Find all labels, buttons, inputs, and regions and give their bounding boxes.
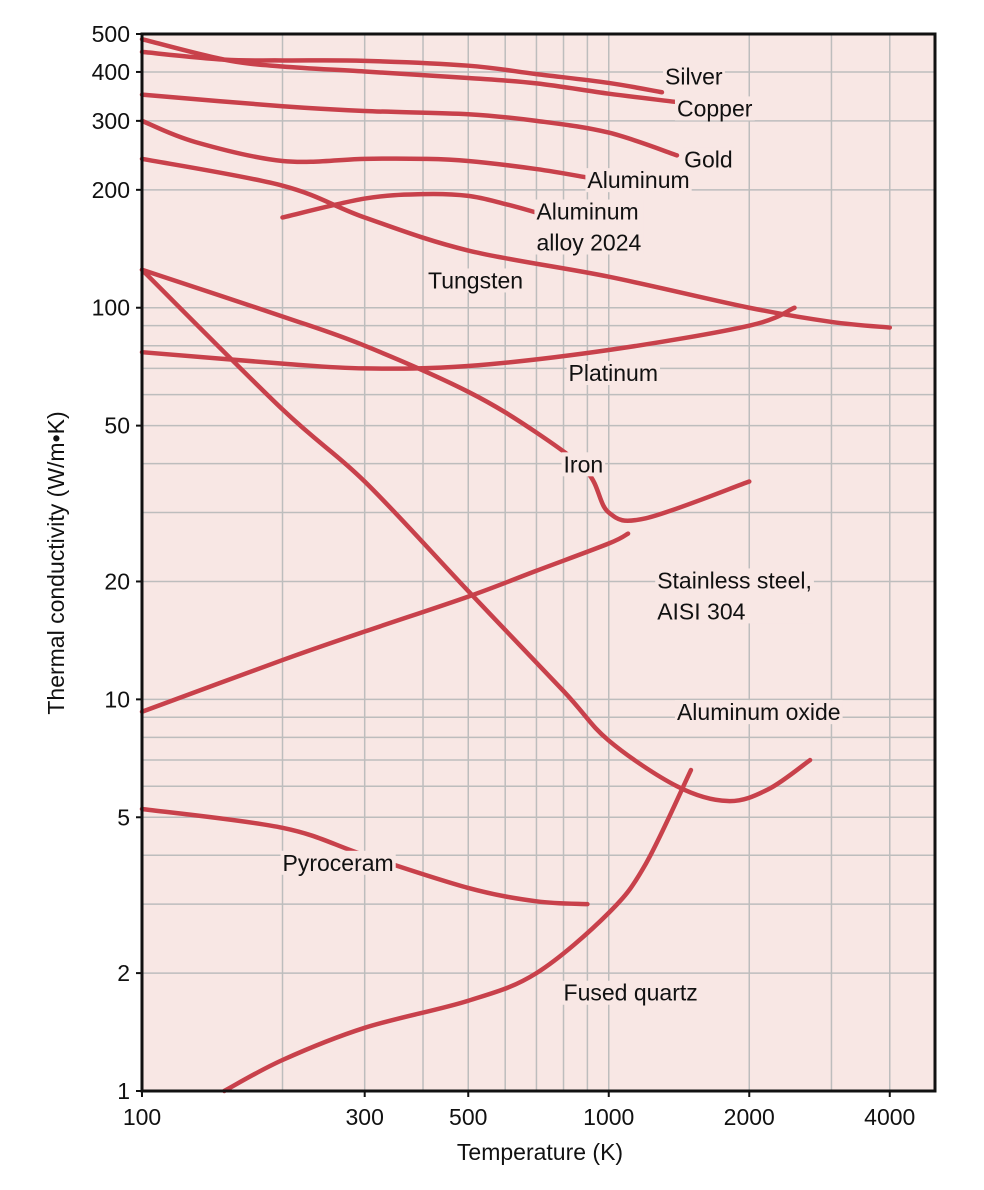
curve-copper	[139, 36, 680, 105]
x-tick-label: 300	[346, 1104, 384, 1130]
label-backdrop	[534, 199, 644, 255]
label-aluminum-alloy-2024: Aluminum alloy 2024	[536, 199, 641, 256]
label-stainless-steel-aisi-304: Stainless steel, AISI 304	[657, 567, 812, 624]
label-backdrop	[655, 568, 814, 624]
y-tick-label: 2	[117, 960, 130, 986]
label-fused-quartz: Fused quartz	[564, 980, 698, 1006]
label-backdrop	[585, 168, 692, 193]
curve-aluminum-alloy-2024	[280, 191, 539, 220]
curve-stainless-steel-aisi-304	[139, 531, 631, 714]
label-backdrop	[682, 147, 735, 172]
label-tungsten: Tungsten	[428, 267, 523, 293]
y-axis-ticks: 1 2 5 10 20 50 100 200 300 400 500	[92, 21, 142, 1104]
label-silver: Silver	[665, 63, 723, 89]
y-axis-label: Thermal conductivity (W/m•K)	[43, 411, 69, 714]
y-tick-label: 500	[92, 21, 130, 47]
label-pyroceram: Pyroceram	[283, 850, 394, 876]
curve-iron	[139, 267, 752, 523]
label-backdrop	[426, 268, 526, 293]
y-tick-label: 10	[104, 686, 130, 712]
label-backdrop	[566, 361, 661, 386]
y-tick-label: 400	[92, 59, 130, 85]
label-copper: Copper	[677, 95, 753, 121]
label-backdrop	[674, 96, 755, 121]
label-backdrop	[561, 452, 606, 477]
x-tick-label: 100	[123, 1104, 161, 1130]
x-tick-label: 4000	[864, 1104, 915, 1130]
label-backdrop	[561, 980, 700, 1005]
label-backdrop	[674, 700, 843, 725]
y-tick-label: 20	[104, 568, 130, 594]
label-gold: Gold	[684, 147, 733, 173]
label-aluminum: Aluminum	[587, 167, 689, 193]
x-tick-label: 500	[449, 1104, 487, 1130]
x-axis-ticks: 100 300 500 1000 2000 4000	[123, 1091, 915, 1130]
data-curves	[139, 36, 893, 1094]
y-tick-label: 300	[92, 108, 130, 134]
x-tick-label: 2000	[724, 1104, 775, 1130]
curve-gold	[139, 92, 680, 158]
y-tick-label: 1	[117, 1078, 130, 1104]
label-backdrop	[280, 850, 396, 875]
y-tick-label: 50	[104, 413, 130, 439]
plot-frame	[140, 32, 937, 1093]
curve-platinum	[139, 305, 797, 371]
x-tick-label: 1000	[583, 1104, 634, 1130]
curve-aluminum	[139, 118, 590, 180]
x-axis-label: Temperature (K)	[457, 1139, 623, 1165]
y-tick-label: 5	[117, 804, 130, 830]
curve-aluminum-oxide	[139, 267, 813, 804]
label-backdrop	[663, 64, 725, 89]
y-tick-label: 200	[92, 177, 130, 203]
curve-tungsten	[139, 156, 893, 330]
curve-fused-quartz	[221, 767, 694, 1094]
label-aluminum-oxide: Aluminum oxide	[677, 699, 841, 725]
label-platinum: Platinum	[569, 360, 658, 386]
y-tick-label: 100	[92, 295, 130, 321]
label-iron: Iron	[564, 451, 604, 477]
plot-background	[142, 34, 935, 1091]
